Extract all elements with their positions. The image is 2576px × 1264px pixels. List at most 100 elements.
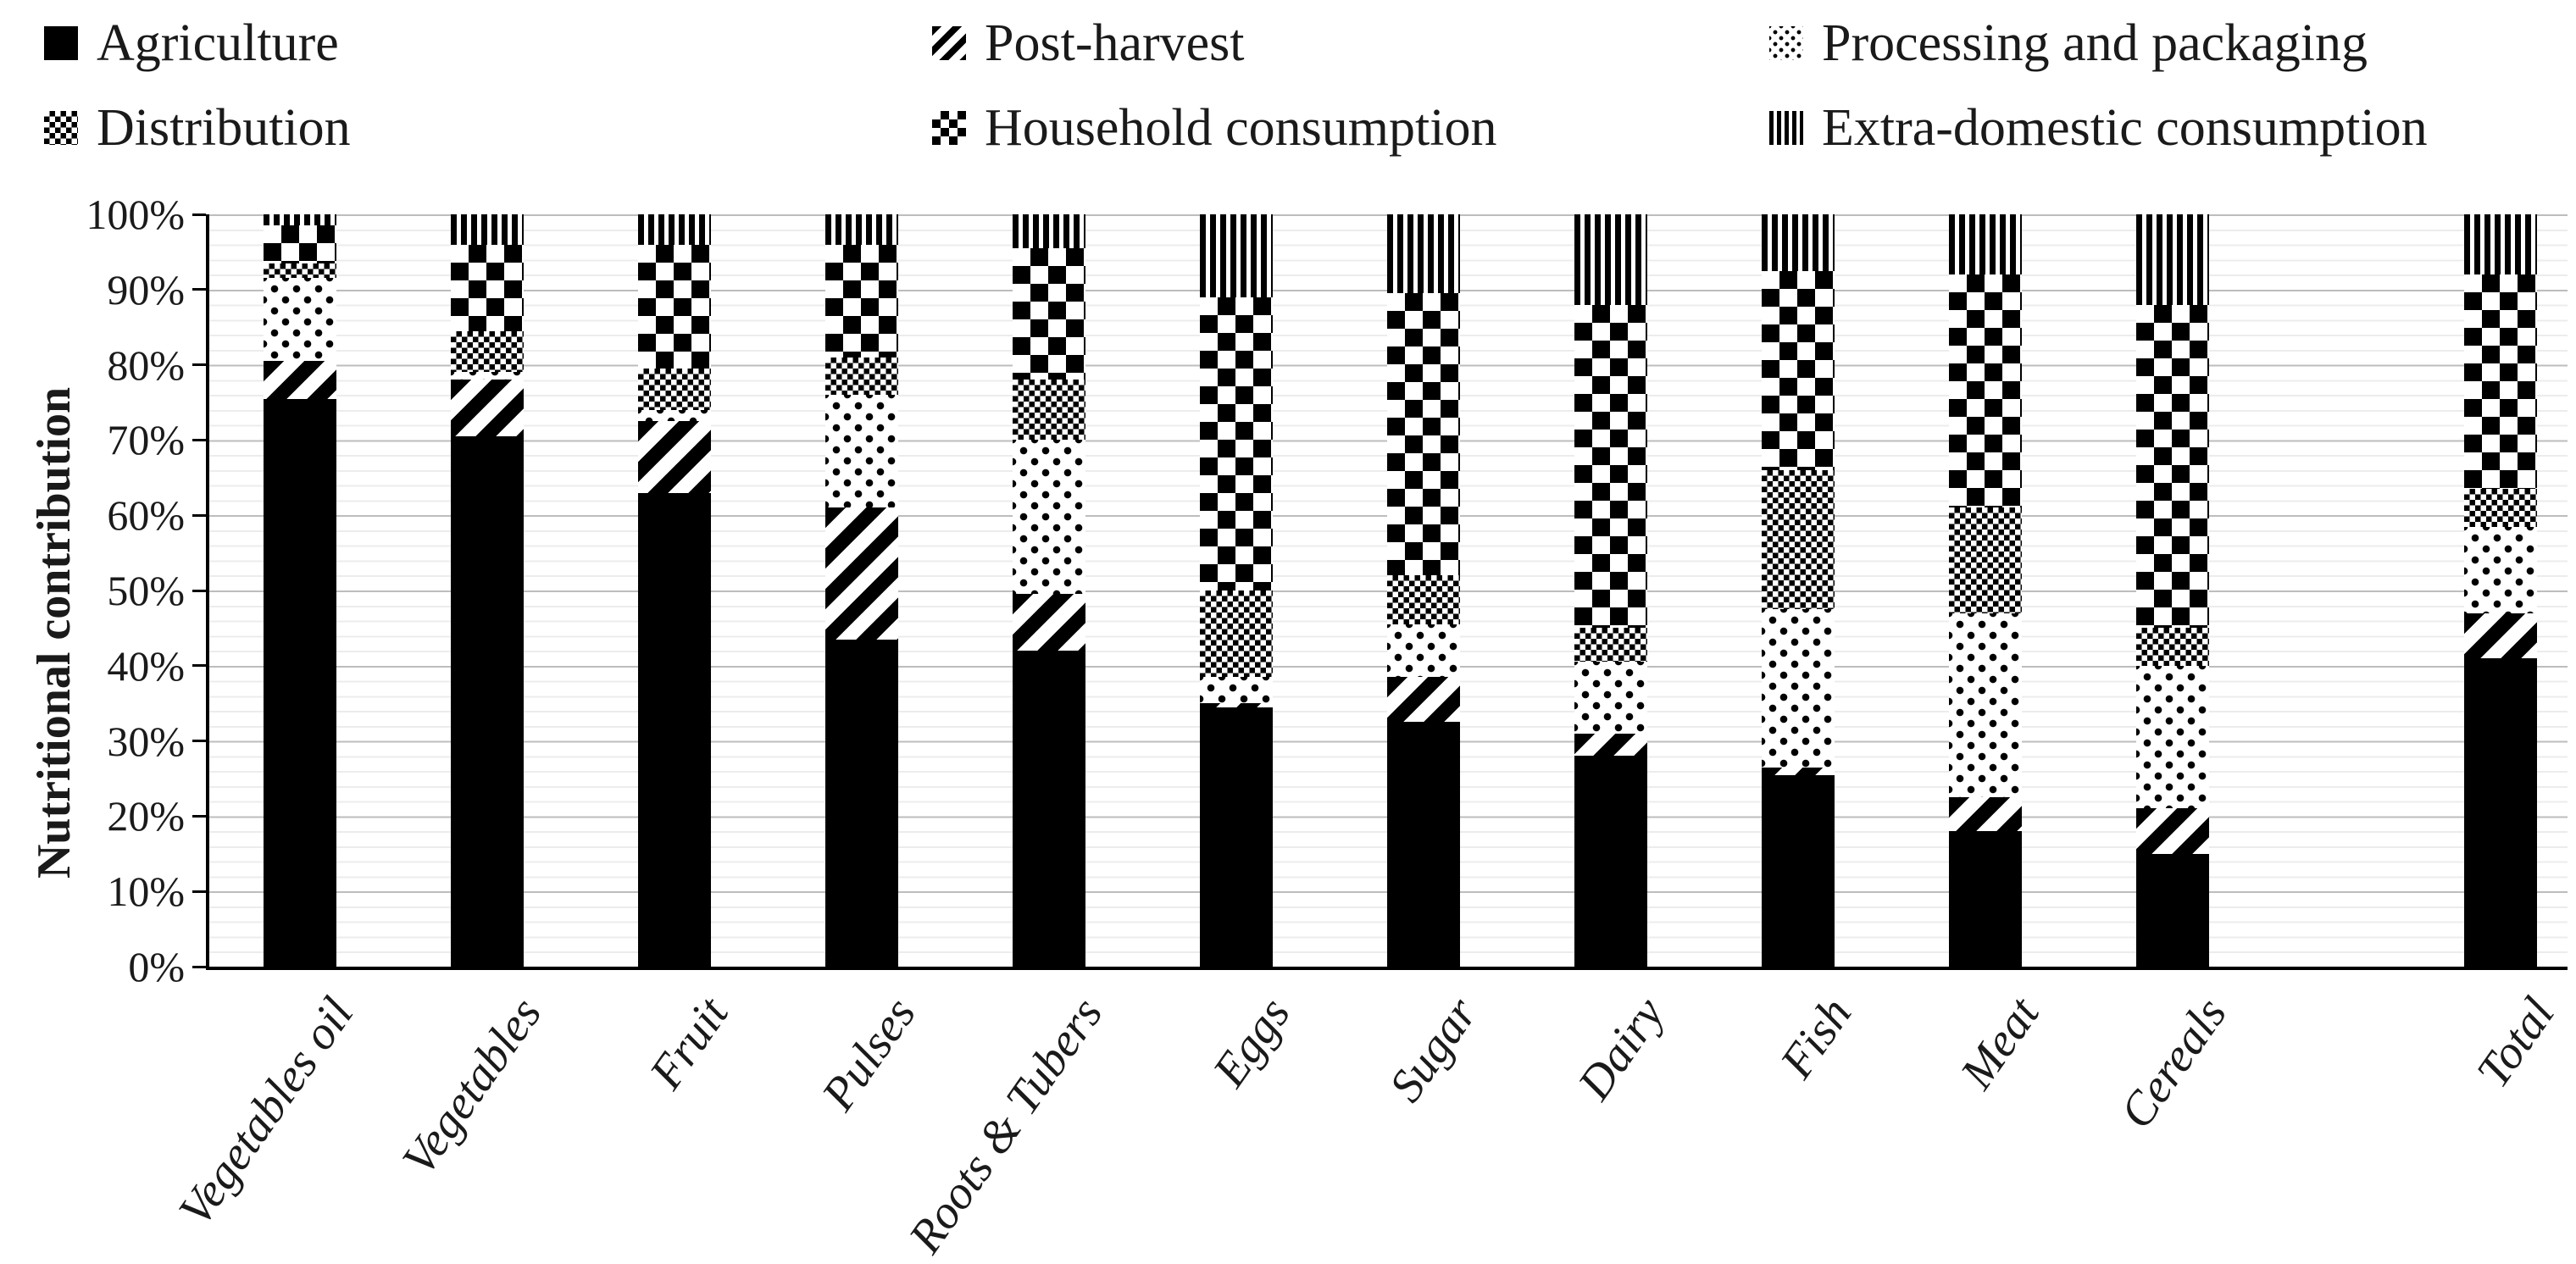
segment-dairy-agriculture: [1574, 756, 1647, 967]
segment-eggs-agriculture: [1200, 707, 1273, 967]
legend: Agriculture Post-harvest Processing and pa…: [0, 0, 2576, 178]
segment-vegetables-oil-distribution: [264, 263, 336, 279]
x-label-sugar: Sugar: [1380, 988, 1488, 1112]
bar-cereals: [2136, 214, 2209, 967]
y-tick-mark: [192, 890, 206, 893]
y-tick-label-100: 100%: [86, 191, 185, 238]
y-tick-label-60: 60%: [107, 491, 185, 540]
x-label-total: Total: [2466, 988, 2565, 1097]
segment-cereals-post-harvest: [2136, 808, 2209, 854]
segment-fish-post-harvest: [1762, 767, 1835, 775]
segment-vegetables-oil-household-consumption: [264, 225, 336, 263]
x-label-fish: Fish: [1770, 988, 1863, 1088]
segment-fish-distribution: [1762, 469, 1835, 610]
segment-cereals-distribution: [2136, 628, 2209, 666]
segment-total-post-harvest: [2464, 613, 2537, 658]
segment-vegetables-oil-extra-domestic-consumption: [264, 214, 336, 226]
bar-pulses: [825, 214, 898, 967]
x-label-vegetables-oil: Vegetables oil: [169, 988, 364, 1236]
x-label-eggs: Eggs: [1202, 988, 1301, 1096]
segment-pulses-distribution: [825, 357, 898, 396]
post-harvest-pattern-swatch-icon: [932, 26, 966, 60]
segment-sugar-extra-domestic-consumption: [1387, 214, 1460, 294]
bar-sugar: [1387, 214, 1460, 967]
segment-fish-agriculture: [1762, 774, 1835, 967]
plot-area: [206, 214, 2568, 970]
x-label-vegetables: Vegetables: [391, 988, 552, 1185]
x-label-fruit: Fruit: [639, 988, 739, 1099]
bar-eggs: [1200, 214, 1273, 967]
segment-eggs-distribution: [1200, 590, 1273, 678]
segment-total-distribution: [2464, 489, 2537, 527]
segment-roots-tubers-processing-and-packaging: [1013, 440, 1085, 595]
segment-vegetables-agriculture: [451, 435, 524, 967]
y-tick-label-20: 20%: [107, 792, 185, 840]
legend-label: Extra-domestic consumption: [1822, 98, 2428, 157]
segment-vegetables-post-harvest: [451, 380, 524, 436]
bar-meat: [1949, 214, 2022, 967]
segment-cereals-processing-and-packaging: [2136, 665, 2209, 809]
y-tick-label-0: 0%: [128, 943, 185, 990]
segment-vegetables-oil-post-harvest: [264, 361, 336, 399]
legend-item-distribution: Distribution: [44, 98, 351, 157]
bar-total: [2464, 214, 2537, 967]
segment-roots-tubers-distribution: [1013, 380, 1085, 441]
segment-eggs-processing-and-packaging: [1200, 677, 1273, 704]
x-label-cereals: Cereals: [2110, 988, 2237, 1139]
bar-fish: [1762, 214, 1835, 967]
legend-label: Household consumption: [985, 98, 1497, 157]
y-tick-label-40: 40%: [107, 641, 185, 690]
x-label-meat: Meat: [1950, 988, 2050, 1099]
segment-fish-processing-and-packaging: [1762, 609, 1835, 768]
segment-meat-agriculture: [1949, 831, 2022, 967]
segment-fruit-household-consumption: [638, 244, 711, 369]
segment-sugar-distribution: [1387, 575, 1460, 624]
segment-meat-processing-and-packaging: [1949, 613, 2022, 798]
y-tick-label-70: 70%: [107, 416, 185, 464]
segment-vegetables-oil-processing-and-packaging: [264, 278, 336, 362]
household-consumption-pattern-swatch-icon: [932, 111, 966, 145]
segment-total-extra-domestic-consumption: [2464, 214, 2537, 275]
segment-pulses-extra-domestic-consumption: [825, 214, 898, 245]
legend-item-post-harvest: Post-harvest: [932, 14, 1245, 72]
segment-sugar-post-harvest: [1387, 677, 1460, 723]
bar-fruit: [638, 214, 711, 967]
y-tick-label-80: 80%: [107, 341, 185, 389]
legend-item-household-consumption: Household consumption: [932, 98, 1497, 157]
segment-fruit-distribution: [638, 369, 711, 410]
segment-eggs-extra-domestic-consumption: [1200, 214, 1273, 297]
bar-dairy: [1574, 214, 1647, 967]
segment-roots-tubers-extra-domestic-consumption: [1013, 214, 1085, 248]
segment-pulses-agriculture: [825, 639, 898, 967]
segment-fruit-extra-domestic-consumption: [638, 214, 711, 245]
y-tick-label-30: 30%: [107, 717, 185, 765]
segment-vegetables-distribution: [451, 330, 524, 373]
x-label-dairy: Dairy: [1568, 988, 1675, 1110]
legend-label: Distribution: [97, 98, 351, 157]
segment-cereals-agriculture: [2136, 853, 2209, 967]
y-tick-label-10: 10%: [107, 868, 185, 916]
legend-label: Agriculture: [97, 14, 339, 72]
segment-dairy-distribution: [1574, 628, 1647, 662]
y-tick-mark: [192, 589, 206, 592]
y-tick-mark: [192, 814, 206, 818]
legend-item-extra-domestic-consumption: Extra-domestic consumption: [1769, 98, 2428, 157]
y-tick-mark: [192, 513, 206, 517]
segment-vegetables-processing-and-packaging: [451, 372, 524, 380]
segment-eggs-post-harvest: [1200, 703, 1273, 707]
segment-dairy-post-harvest: [1574, 733, 1647, 757]
segment-eggs-household-consumption: [1200, 297, 1273, 590]
segment-fruit-agriculture: [638, 492, 711, 967]
y-tick-label-50: 50%: [107, 567, 185, 614]
segment-sugar-household-consumption: [1387, 293, 1460, 576]
y-tick-label-90: 90%: [107, 265, 185, 313]
segment-roots-tubers-agriculture: [1013, 651, 1085, 967]
extra-domestic-consumption-pattern-swatch-icon: [1769, 111, 1803, 145]
segment-roots-tubers-post-harvest: [1013, 594, 1085, 651]
segment-total-household-consumption: [2464, 274, 2537, 490]
y-tick-mark: [192, 213, 206, 216]
legend-label: Post-harvest: [985, 14, 1245, 72]
segment-pulses-household-consumption: [825, 244, 898, 358]
segment-pulses-processing-and-packaging: [825, 395, 898, 508]
agriculture-pattern-swatch-icon: [44, 26, 78, 60]
